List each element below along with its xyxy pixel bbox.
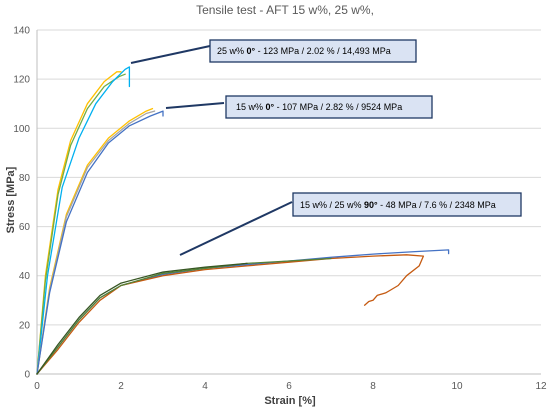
series-line-7 <box>36 249 450 375</box>
series-line-2 <box>36 73 126 375</box>
x-tick-label: 10 <box>451 381 463 392</box>
y-tick-label: 0 <box>24 370 30 381</box>
x-tick-label: 4 <box>202 381 208 392</box>
series-line-5 <box>36 110 156 375</box>
series-layer <box>36 66 450 375</box>
y-tick-label: 40 <box>19 271 31 282</box>
series-line-1 <box>36 71 122 375</box>
annotation-1: 25 w% 0° - 123 MPa / 2.02 % / 14,493 MPa <box>209 39 417 63</box>
axes <box>36 30 541 375</box>
annotation-text-2: 15 w% 0° - 107 MPa / 2.82 % / 9524 MPa <box>236 102 402 112</box>
chart-title: Tensile test - AFT 15 w%, 25 w%, <box>196 3 374 17</box>
annotation-leader-2 <box>165 102 225 109</box>
series-line-4 <box>36 107 154 375</box>
y-axis-title: Stress [MPa] <box>5 166 17 233</box>
y-tick-label: 100 <box>13 124 30 135</box>
annotation-leader-3 <box>179 201 293 256</box>
annotation-1-prefix: 25 w% <box>217 46 247 56</box>
x-tick-label: 8 <box>370 381 376 392</box>
x-tick-labels: 0 2 4 6 8 10 12 <box>34 381 547 392</box>
y-tick-label: 80 <box>19 173 31 184</box>
x-tick-label: 2 <box>118 381 124 392</box>
annotation-3-values: - 48 MPa / 7.6 % / 2348 MPa <box>378 200 496 210</box>
annotation-2: 15 w% 0° - 107 MPa / 2.82 % / 9524 MPa <box>225 95 433 119</box>
x-tick-label: 6 <box>286 381 292 392</box>
x-tick-label: 12 <box>535 381 547 392</box>
series-line-9 <box>36 257 332 375</box>
y-tick-label: 20 <box>19 320 31 331</box>
annotation-box-3 <box>292 192 522 217</box>
y-tick-label: 140 <box>13 26 30 37</box>
x-tick-label: 0 <box>34 381 40 392</box>
series-line-6 <box>36 110 164 375</box>
annotation-1-angle: 0° <box>247 46 256 56</box>
annotation-box-2 <box>225 95 433 119</box>
annotation-3-prefix: 15 w% / 25 w% <box>300 200 364 210</box>
x-axis-title: Strain [%] <box>264 395 316 407</box>
series-line-3 <box>36 66 131 375</box>
series-line-8 <box>36 254 425 375</box>
y-tick-label: 60 <box>19 222 31 233</box>
annotation-3-angle: 90° <box>364 200 378 210</box>
annotation-2-prefix: 15 w% <box>236 102 266 112</box>
annotation-text-3: 15 w% / 25 w% 90° - 48 MPa / 7.6 % / 234… <box>300 200 496 210</box>
annotation-3: 15 w% / 25 w% 90° - 48 MPa / 7.6 % / 234… <box>292 192 522 217</box>
annotation-leader-1 <box>130 45 211 64</box>
annotation-2-values: - 107 MPa / 2.82 % / 9524 MPa <box>274 102 402 112</box>
y-tick-label: 120 <box>13 75 30 86</box>
annotation-2-angle: 0° <box>266 102 275 112</box>
annotation-box-1 <box>209 39 417 63</box>
grid-lines <box>37 29 541 326</box>
series-line-10 <box>36 262 248 375</box>
y-tick-labels: 0 20 40 60 80 100 120 140 <box>13 26 30 381</box>
annotation-1-values: - 123 MPa / 2.02 % / 14,493 MPa <box>255 46 391 56</box>
annotation-text-1: 25 w% 0° - 123 MPa / 2.02 % / 14,493 MPa <box>217 46 391 56</box>
